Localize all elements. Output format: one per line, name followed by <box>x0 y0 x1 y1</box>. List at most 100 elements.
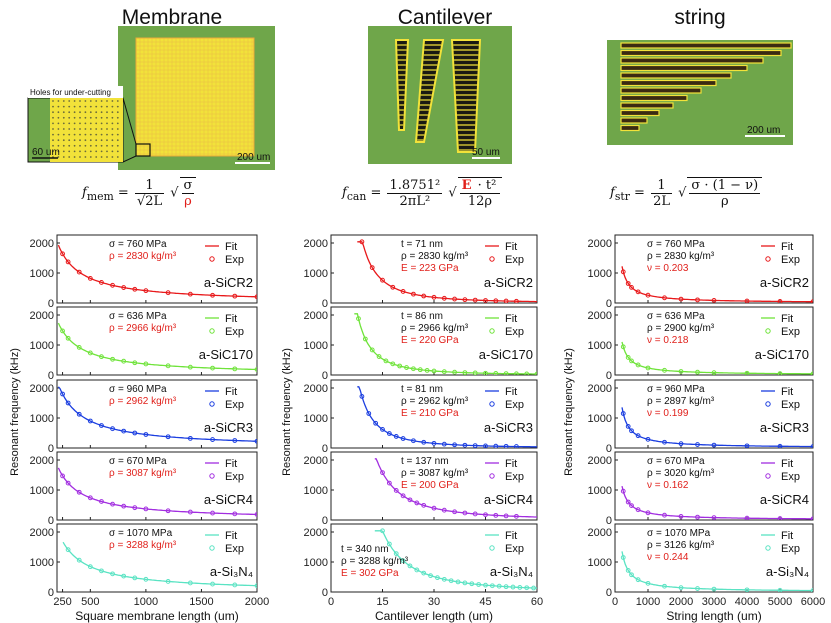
string-scale-label: 200 um <box>747 125 780 136</box>
data-point <box>462 370 468 375</box>
data-point <box>510 584 516 590</box>
data-point <box>393 551 399 556</box>
y-tick-label: 2000 <box>30 383 54 395</box>
data-point <box>629 285 634 290</box>
legend-fit-label: Fit <box>225 241 237 253</box>
data-point <box>441 576 447 582</box>
data-point <box>629 503 634 509</box>
chart-cantilever-2: 0 1000 2000 t = 86 nmρ = 2966 kg/m³E = 220 … <box>304 306 538 382</box>
string-formula: fstr = 1 2L √ σ · (1 − ν) ρ <box>610 177 763 209</box>
y-tick-label: 0 <box>322 443 328 455</box>
data-point <box>620 555 626 560</box>
legend-exp-label: Exp <box>505 543 524 555</box>
y-tick-label: 0 <box>322 298 328 310</box>
data-point <box>810 444 813 448</box>
data-point <box>489 583 495 589</box>
data-point <box>421 439 427 445</box>
data-point <box>441 295 447 301</box>
data-point <box>407 497 413 503</box>
param-text: σ = 1070 MPa <box>647 528 711 539</box>
legend-fit-label: Fit <box>505 386 517 398</box>
y-tick-label: 2000 <box>588 455 612 467</box>
legend-fit-label: Fit <box>225 458 237 470</box>
param-text: E = 210 GPa <box>401 408 459 419</box>
param-text: σ = 636 MPa <box>647 311 705 322</box>
fit-line <box>62 541 257 587</box>
x-tick-label: 500 <box>81 596 99 608</box>
data-point <box>493 371 499 375</box>
param-text: ρ = 3087 kg/m³ <box>401 468 469 479</box>
data-point <box>678 514 684 519</box>
data-point <box>635 289 641 295</box>
data-point <box>397 363 403 369</box>
y-tick-label: 1000 <box>588 485 612 497</box>
data-point <box>232 511 238 517</box>
param-text: σ = 636 MPa <box>109 311 167 322</box>
data-point <box>232 438 238 443</box>
data-point <box>76 345 82 350</box>
data-point <box>503 298 509 303</box>
legend-fit-label: Fit <box>505 241 517 253</box>
data-point <box>76 557 82 563</box>
data-point <box>472 511 478 517</box>
param-text: E = 200 GPa <box>401 480 459 491</box>
data-point <box>65 335 71 341</box>
legend-exp-label: Exp <box>505 254 524 266</box>
membrane-scale-label: 200 um <box>237 152 270 163</box>
fit-line <box>621 407 813 448</box>
data-point <box>431 368 437 374</box>
data-point <box>620 488 626 494</box>
data-point <box>87 276 93 281</box>
legend-exp-label: Exp <box>781 399 800 411</box>
y-tick-label: 2000 <box>30 455 54 467</box>
data-point <box>121 573 127 579</box>
data-point <box>414 500 420 506</box>
data-point <box>462 510 468 516</box>
x-tick-label: 5000 <box>768 596 792 608</box>
data-point <box>121 428 127 434</box>
legend-exp-swatch <box>489 401 495 407</box>
data-point <box>254 512 257 517</box>
plot-frame <box>56 306 258 376</box>
data-point <box>143 361 149 367</box>
data-point <box>87 564 93 570</box>
y-tick-label: 1000 <box>588 557 612 569</box>
fit-line <box>57 467 257 516</box>
legend-exp-swatch <box>765 401 771 407</box>
data-point <box>645 292 651 298</box>
material-label: a-SiCR3 <box>760 420 809 435</box>
material-label: a-SiCR2 <box>204 275 253 290</box>
y-tick-label: 1000 <box>304 557 328 569</box>
param-text: t = 81 nm <box>401 384 443 395</box>
data-point <box>411 438 416 444</box>
data-point <box>359 239 365 245</box>
y-tick-label: 1000 <box>30 340 54 352</box>
data-point <box>386 541 392 547</box>
material-label: a-Si₃N₄ <box>766 564 809 579</box>
param-text: σ = 760 MPa <box>109 239 167 250</box>
data-point <box>359 394 365 399</box>
param-text: ρ = 3126 kg/m³ <box>647 540 715 551</box>
y-axis-label: Resonant frequency (kHz) <box>9 348 21 476</box>
data-point <box>99 568 104 574</box>
x-tick-label: 60 <box>531 596 543 608</box>
data-point <box>165 508 171 514</box>
data-point <box>711 515 717 520</box>
data-point <box>678 369 684 374</box>
data-point <box>777 299 783 303</box>
material-label: a-SiCR2 <box>484 275 533 290</box>
legend-exp-swatch <box>765 473 771 479</box>
data-point <box>483 512 488 518</box>
data-point <box>380 528 385 534</box>
data-point <box>362 336 368 342</box>
data-point <box>60 251 65 257</box>
data-point <box>744 587 750 592</box>
data-point <box>110 571 115 577</box>
param-text: ρ = 2830 kg/m³ <box>109 251 177 262</box>
param-text: ν = 0.218 <box>647 335 689 346</box>
data-point <box>121 285 127 290</box>
data-point <box>695 297 700 303</box>
material-label: a-SiC170 <box>199 347 253 362</box>
data-point <box>65 400 71 406</box>
